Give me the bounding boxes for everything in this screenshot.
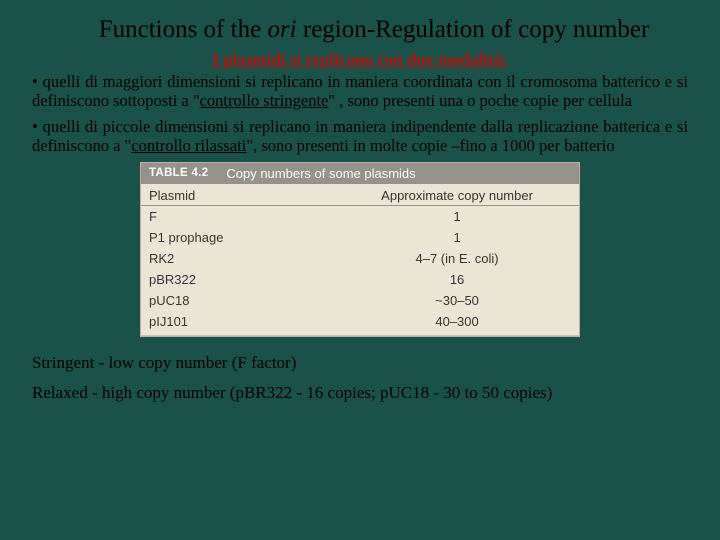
table-row: F 1 [141,206,579,227]
table-title-bar: TABLE 4.2 Copy numbers of some plasmids [141,163,579,184]
bullet: • [32,72,43,91]
para1-underlined: controllo stringente [200,91,329,110]
cell-plasmid: pBR322 [149,272,343,287]
footer-stringent: Stringent - low copy number (F factor) [32,353,688,373]
title-ori: ori [267,16,296,43]
title-pre: Functions of the [99,16,268,43]
cell-copynum: 4–7 (in E. coli) [343,251,571,266]
table-row: pUC18 ~30–50 [141,290,579,311]
title-post: region-Regulation of copy number [297,16,650,43]
table-row: pIJ101 40–300 [141,311,579,336]
para2-post: ", sono presenti in molte copie –fino a … [246,136,614,155]
cell-copynum: 16 [343,272,571,287]
table-title: Copy numbers of some plasmids [226,166,415,181]
table-row: RK2 4–7 (in E. coli) [141,248,579,269]
cell-copynum: 1 [343,209,571,224]
footer-relaxed: Relaxed - high copy number (pBR322 - 16 … [32,383,688,403]
bullet: • [32,117,43,136]
col-header-plasmid: Plasmid [149,188,343,203]
paragraph-stringent: • quelli di maggiori dimensioni si repli… [26,72,694,111]
paragraph-relaxed: • quelli di piccole dimensioni si replic… [26,117,694,156]
cell-plasmid: pIJ101 [149,314,343,329]
table-container: TABLE 4.2 Copy numbers of some plasmids … [26,162,694,337]
cell-plasmid: pUC18 [149,293,343,308]
para2-underlined: controllo rilassati [131,136,246,155]
slide: Functions of the ori region-Regulation o… [0,0,720,540]
para1-post: " , sono presenti una o poche copie per … [328,91,632,110]
table-column-headers: Plasmid Approximate copy number [141,184,579,206]
cell-plasmid: P1 prophage [149,230,343,245]
table-number: TABLE 4.2 [149,167,208,179]
subtitle: I plasmidi si replicano con due modalità… [26,50,694,70]
cell-plasmid: RK2 [149,251,343,266]
cell-copynum: 1 [343,230,571,245]
cell-copynum: ~30–50 [343,293,571,308]
copy-number-table: TABLE 4.2 Copy numbers of some plasmids … [140,162,580,337]
col-header-copynum: Approximate copy number [343,188,571,203]
footer-notes: Stringent - low copy number (F factor) R… [26,353,694,404]
cell-copynum: 40–300 [343,314,571,329]
cell-plasmid: F [149,209,343,224]
table-row: pBR322 16 [141,269,579,290]
page-title: Functions of the ori region-Regulation o… [26,16,694,44]
table-row: P1 prophage 1 [141,227,579,248]
